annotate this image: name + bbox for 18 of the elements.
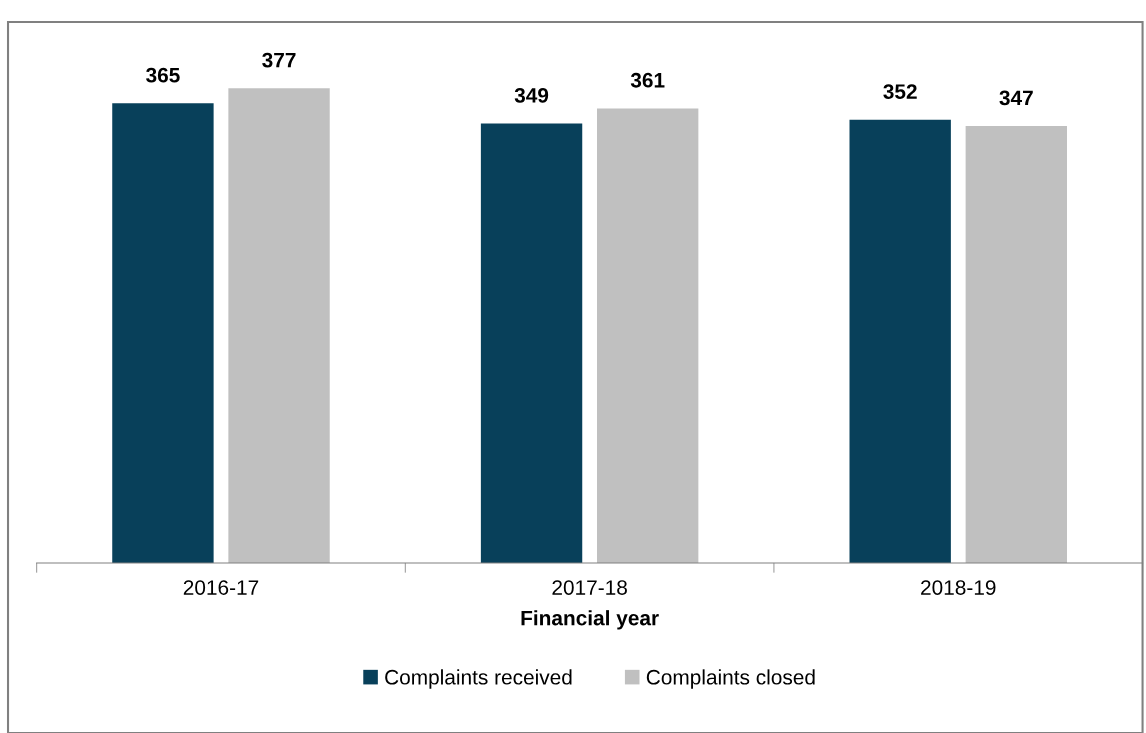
bar bbox=[480, 123, 583, 563]
bar bbox=[849, 119, 951, 563]
data-label: 377 bbox=[262, 52, 296, 68]
bar bbox=[228, 88, 330, 563]
legend-label: Complaints closed bbox=[646, 669, 815, 689]
bar bbox=[596, 108, 699, 563]
x-tick-label: 2018-19 bbox=[921, 580, 996, 595]
x-tick-label: 2017-18 bbox=[552, 580, 627, 595]
bar bbox=[112, 103, 214, 563]
x-tick-label: 2016-17 bbox=[183, 580, 259, 595]
data-label: 365 bbox=[146, 67, 180, 83]
data-label: 349 bbox=[514, 87, 549, 103]
x-axis-title: Financial year bbox=[521, 610, 659, 630]
legend-label: Complaints received bbox=[385, 669, 572, 689]
data-label: 347 bbox=[999, 90, 1033, 106]
data-label: 352 bbox=[883, 84, 917, 99]
data-label: 361 bbox=[630, 72, 665, 88]
bar bbox=[965, 126, 1067, 563]
